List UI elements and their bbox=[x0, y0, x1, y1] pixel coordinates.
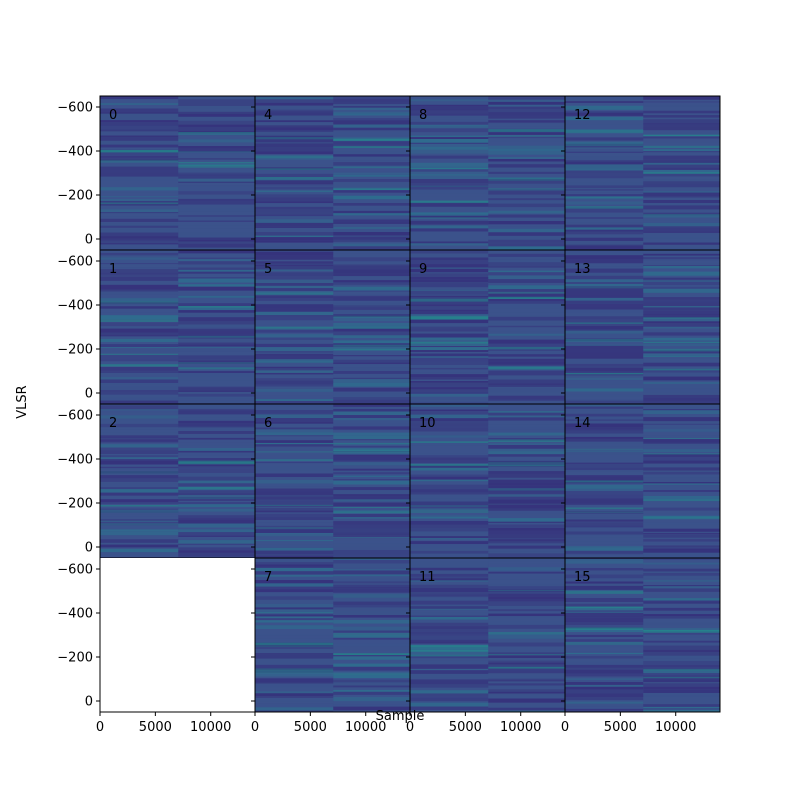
panel-14: 14 bbox=[564, 403, 721, 559]
panel-label: 1 bbox=[109, 262, 117, 277]
waterfall-image bbox=[255, 250, 410, 404]
y-tick-label: −600 bbox=[57, 255, 93, 270]
panel-12: 12 bbox=[564, 95, 721, 251]
panel-frame bbox=[564, 557, 721, 713]
panel-8: 8 bbox=[409, 95, 566, 251]
waterfall-image bbox=[100, 96, 255, 250]
panel-label: 14 bbox=[574, 416, 591, 431]
panel-label: 9 bbox=[419, 262, 427, 277]
panel-13: 13 bbox=[564, 249, 721, 405]
waterfall-image bbox=[410, 96, 565, 250]
empty-panel-background bbox=[100, 558, 255, 712]
panel-15: 15 bbox=[564, 557, 721, 713]
waterfall-image bbox=[565, 404, 720, 558]
waterfall-image bbox=[565, 96, 720, 250]
panel-label: 2 bbox=[109, 416, 117, 431]
y-tick-label: −200 bbox=[57, 343, 93, 358]
x-tick-label: 10000 bbox=[500, 720, 541, 735]
panel-label: 8 bbox=[419, 108, 427, 123]
x-tick-label: 0 bbox=[96, 720, 104, 735]
x-axis-title: Sample bbox=[376, 709, 425, 724]
waterfall-image bbox=[255, 404, 410, 558]
x-tick-label: 10000 bbox=[345, 720, 386, 735]
waterfall-image bbox=[410, 250, 565, 404]
panel-6: 6 bbox=[254, 403, 411, 559]
waterfall-image bbox=[565, 558, 720, 712]
panel-1: 1 bbox=[99, 249, 256, 405]
waterfall-image bbox=[410, 558, 565, 712]
y-tick-label: −400 bbox=[57, 453, 93, 468]
y-tick-label: −200 bbox=[57, 651, 93, 666]
panel-label: 12 bbox=[574, 108, 591, 123]
panel-label: 7 bbox=[264, 570, 272, 585]
panel-label: 13 bbox=[574, 262, 591, 277]
panel-10: 10 bbox=[409, 403, 566, 559]
y-tick-label: 0 bbox=[85, 233, 93, 248]
y-tick-label: 0 bbox=[85, 541, 93, 556]
panel-label: 5 bbox=[264, 262, 272, 277]
x-tick-label: 5000 bbox=[449, 720, 482, 735]
waterfall-image bbox=[255, 96, 410, 250]
panel-11: 11 bbox=[409, 557, 566, 713]
y-axis-title: VLSR bbox=[15, 385, 30, 418]
panel-2: 2 bbox=[99, 403, 256, 559]
y-tick-label: −400 bbox=[57, 607, 93, 622]
y-tick-label: −200 bbox=[57, 497, 93, 512]
panel-label: 10 bbox=[419, 416, 436, 431]
x-tick-label: 10000 bbox=[190, 720, 231, 735]
y-tick-label: −600 bbox=[57, 563, 93, 578]
x-tick-label: 5000 bbox=[139, 720, 172, 735]
axes: −600 −400 −200 0 −600 −400 −200 0 −600 −400 −200 0 −… bbox=[57, 101, 696, 736]
x-tick-label: 5000 bbox=[294, 720, 327, 735]
x-tick-label: 5000 bbox=[604, 720, 637, 735]
panel-0: 0 bbox=[99, 95, 256, 251]
y-tick-label: −600 bbox=[57, 101, 93, 116]
panel-label: 6 bbox=[264, 416, 272, 431]
y-tick-label: −200 bbox=[57, 189, 93, 204]
waterfall-image bbox=[100, 404, 255, 558]
x-tick-label: 10000 bbox=[655, 720, 696, 735]
waterfall-image bbox=[255, 558, 410, 712]
y-tick-label: −600 bbox=[57, 409, 93, 424]
x-tick-label: 0 bbox=[251, 720, 259, 735]
waterfall-image bbox=[410, 404, 565, 558]
panel-5: 5 bbox=[254, 249, 411, 405]
x-tick-label: 0 bbox=[406, 720, 414, 735]
x-tick-label: 0 bbox=[561, 720, 569, 735]
y-tick-label: −400 bbox=[57, 145, 93, 160]
panel-label: 11 bbox=[419, 570, 436, 585]
waterfall-image bbox=[565, 250, 720, 404]
panel-7: 7 bbox=[254, 557, 411, 713]
y-tick-label: 0 bbox=[85, 387, 93, 402]
panel-9: 9 bbox=[409, 249, 566, 405]
waterfall-image bbox=[100, 250, 255, 404]
y-tick-label: −400 bbox=[57, 299, 93, 314]
panel-empty bbox=[100, 558, 255, 712]
panel-label: 4 bbox=[264, 108, 272, 123]
panel-label: 15 bbox=[574, 570, 591, 585]
panel-label: 0 bbox=[109, 108, 117, 123]
y-tick-label: 0 bbox=[85, 695, 93, 710]
panel-4: 4 bbox=[254, 95, 411, 251]
